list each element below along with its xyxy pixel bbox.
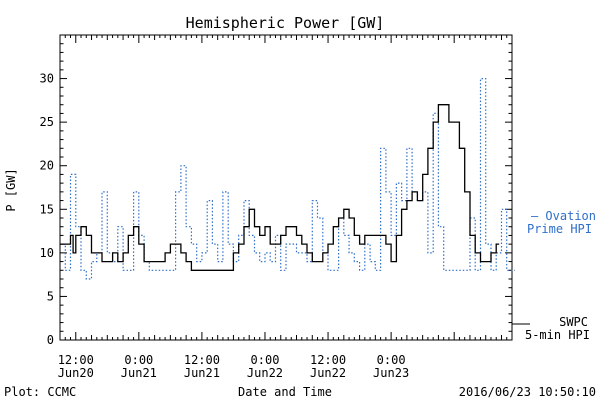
series-swpc-line <box>60 104 500 271</box>
legend-swpc-line2: 5-min HPI <box>525 328 590 342</box>
y-axis: 0 5 10 15 20 25 30 <box>40 34 512 347</box>
chart-title: Hemispheric Power [GW] <box>186 14 385 32</box>
series-layer <box>60 78 515 280</box>
y-tick-label: 15 <box>40 202 54 216</box>
x-tick-time-label: 0:00 <box>124 353 153 367</box>
x-tick-date-label: Jun20 <box>58 366 94 380</box>
x-tick-time-label: 12:00 <box>184 353 220 367</box>
x-axis-label: Date and Time <box>238 385 332 399</box>
x-tick-date-label: Jun21 <box>184 366 220 380</box>
y-tick-label: 10 <box>40 246 54 260</box>
x-tick-time-label: 0:00 <box>251 353 280 367</box>
plot-credit: Plot: CCMC <box>4 385 76 399</box>
x-tick-date-label: Jun23 <box>373 366 409 380</box>
y-tick-label: 25 <box>40 115 54 129</box>
x-axis: 12:00Jun200:00Jun2112:00Jun210:00Jun2212… <box>58 35 513 380</box>
y-axis-label: P [GW] <box>4 168 18 211</box>
y-tick-label: 20 <box>40 159 54 173</box>
legend-ovation-line1: — Ovation <box>531 209 596 223</box>
x-tick-date-label: Jun21 <box>121 366 157 380</box>
y-tick-label: 5 <box>47 289 54 303</box>
x-tick-time-label: 12:00 <box>58 353 94 367</box>
legend-ovation: — Ovation Prime HPI <box>527 209 596 236</box>
series-ovation-prime-line <box>60 78 515 280</box>
x-tick-date-label: Jun22 <box>310 366 346 380</box>
x-tick-time-label: 0:00 <box>377 353 406 367</box>
legend-swpc: SWPC 5-min HPI <box>512 315 590 342</box>
legend-ovation-line2: Prime HPI <box>527 222 592 236</box>
y-tick-label: 0 <box>47 333 54 347</box>
plot-timestamp: 2016/06/23 10:50:10 <box>459 385 596 399</box>
legend-swpc-line1: SWPC <box>559 315 588 329</box>
x-tick-time-label: 12:00 <box>310 353 346 367</box>
x-tick-date-label: Jun22 <box>247 366 283 380</box>
y-tick-label: 30 <box>40 72 54 86</box>
plot-frame <box>59 34 513 341</box>
